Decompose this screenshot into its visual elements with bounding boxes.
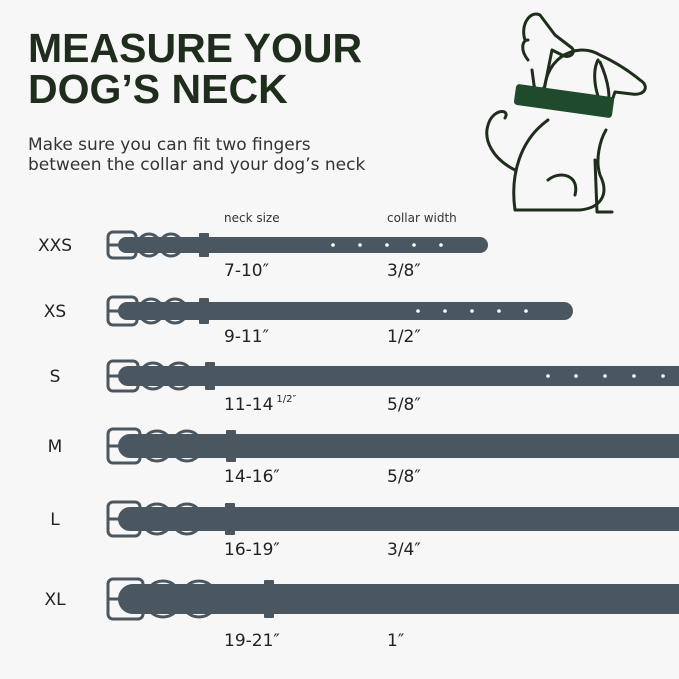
- ring: [179, 579, 219, 619]
- dog-illustration: [485, 12, 647, 214]
- title-line: MEASURE YOUR: [28, 25, 362, 71]
- ring: [170, 429, 204, 463]
- title-line: DOG’S NECK: [28, 66, 288, 112]
- subtitle-line: Make sure you can fit two fingers: [28, 135, 311, 155]
- collar-width: 1″: [387, 631, 404, 651]
- hole: [574, 374, 578, 378]
- collar: [106, 230, 488, 260]
- collar: [106, 427, 679, 465]
- hole: [443, 309, 447, 313]
- size-label: L: [50, 510, 60, 530]
- size-label: XXS: [38, 236, 72, 256]
- column-label: collar width: [387, 211, 457, 225]
- size-label: M: [48, 437, 63, 457]
- hole: [470, 309, 474, 313]
- collar-width: 1/2″: [387, 327, 421, 347]
- column-label: neck size: [224, 211, 280, 225]
- hole: [358, 243, 362, 247]
- hole: [661, 374, 665, 378]
- hole: [632, 374, 636, 378]
- keeper: [199, 298, 209, 324]
- ring: [161, 297, 189, 325]
- strap: [118, 584, 679, 614]
- hole: [603, 374, 607, 378]
- collar: [106, 500, 679, 538]
- neck-size: 16-19″: [224, 540, 280, 560]
- hole: [416, 309, 420, 313]
- ring: [158, 232, 184, 258]
- keeper: [264, 580, 274, 618]
- collar-width: 5/8″: [387, 467, 421, 487]
- hole: [524, 309, 528, 313]
- keeper: [226, 430, 236, 462]
- size-label: XS: [44, 302, 66, 322]
- keeper: [199, 233, 209, 257]
- neck-size: 14-16″: [224, 467, 280, 487]
- ring: [164, 361, 194, 391]
- hole: [331, 243, 335, 247]
- collar: [106, 295, 573, 327]
- collar: [106, 359, 679, 393]
- hole: [412, 243, 416, 247]
- size-label: XL: [44, 590, 66, 610]
- hole: [385, 243, 389, 247]
- keeper: [225, 503, 235, 535]
- strap: [118, 302, 573, 320]
- neck-fraction: 1/2″: [276, 394, 296, 405]
- strap: [118, 237, 488, 253]
- hole: [497, 309, 501, 313]
- collar-width: 3/8″: [387, 261, 421, 281]
- keeper: [205, 362, 215, 390]
- strap: [118, 434, 679, 458]
- ring: [170, 502, 204, 536]
- neck-size: 9-11″: [224, 327, 269, 347]
- collar-width: 5/8″: [387, 395, 421, 415]
- neck-size: 11-14: [224, 395, 273, 415]
- subtitle-line: between the collar and your dog’s neck: [28, 155, 365, 175]
- size-label: S: [50, 367, 61, 387]
- hole: [439, 243, 443, 247]
- neck-size: 7-10″: [224, 261, 269, 281]
- collar-width: 3/4″: [387, 540, 421, 560]
- collar: [106, 577, 679, 621]
- strap: [118, 507, 679, 531]
- strap: [118, 366, 679, 386]
- neck-size: 19-21″: [224, 631, 280, 651]
- hole: [546, 374, 550, 378]
